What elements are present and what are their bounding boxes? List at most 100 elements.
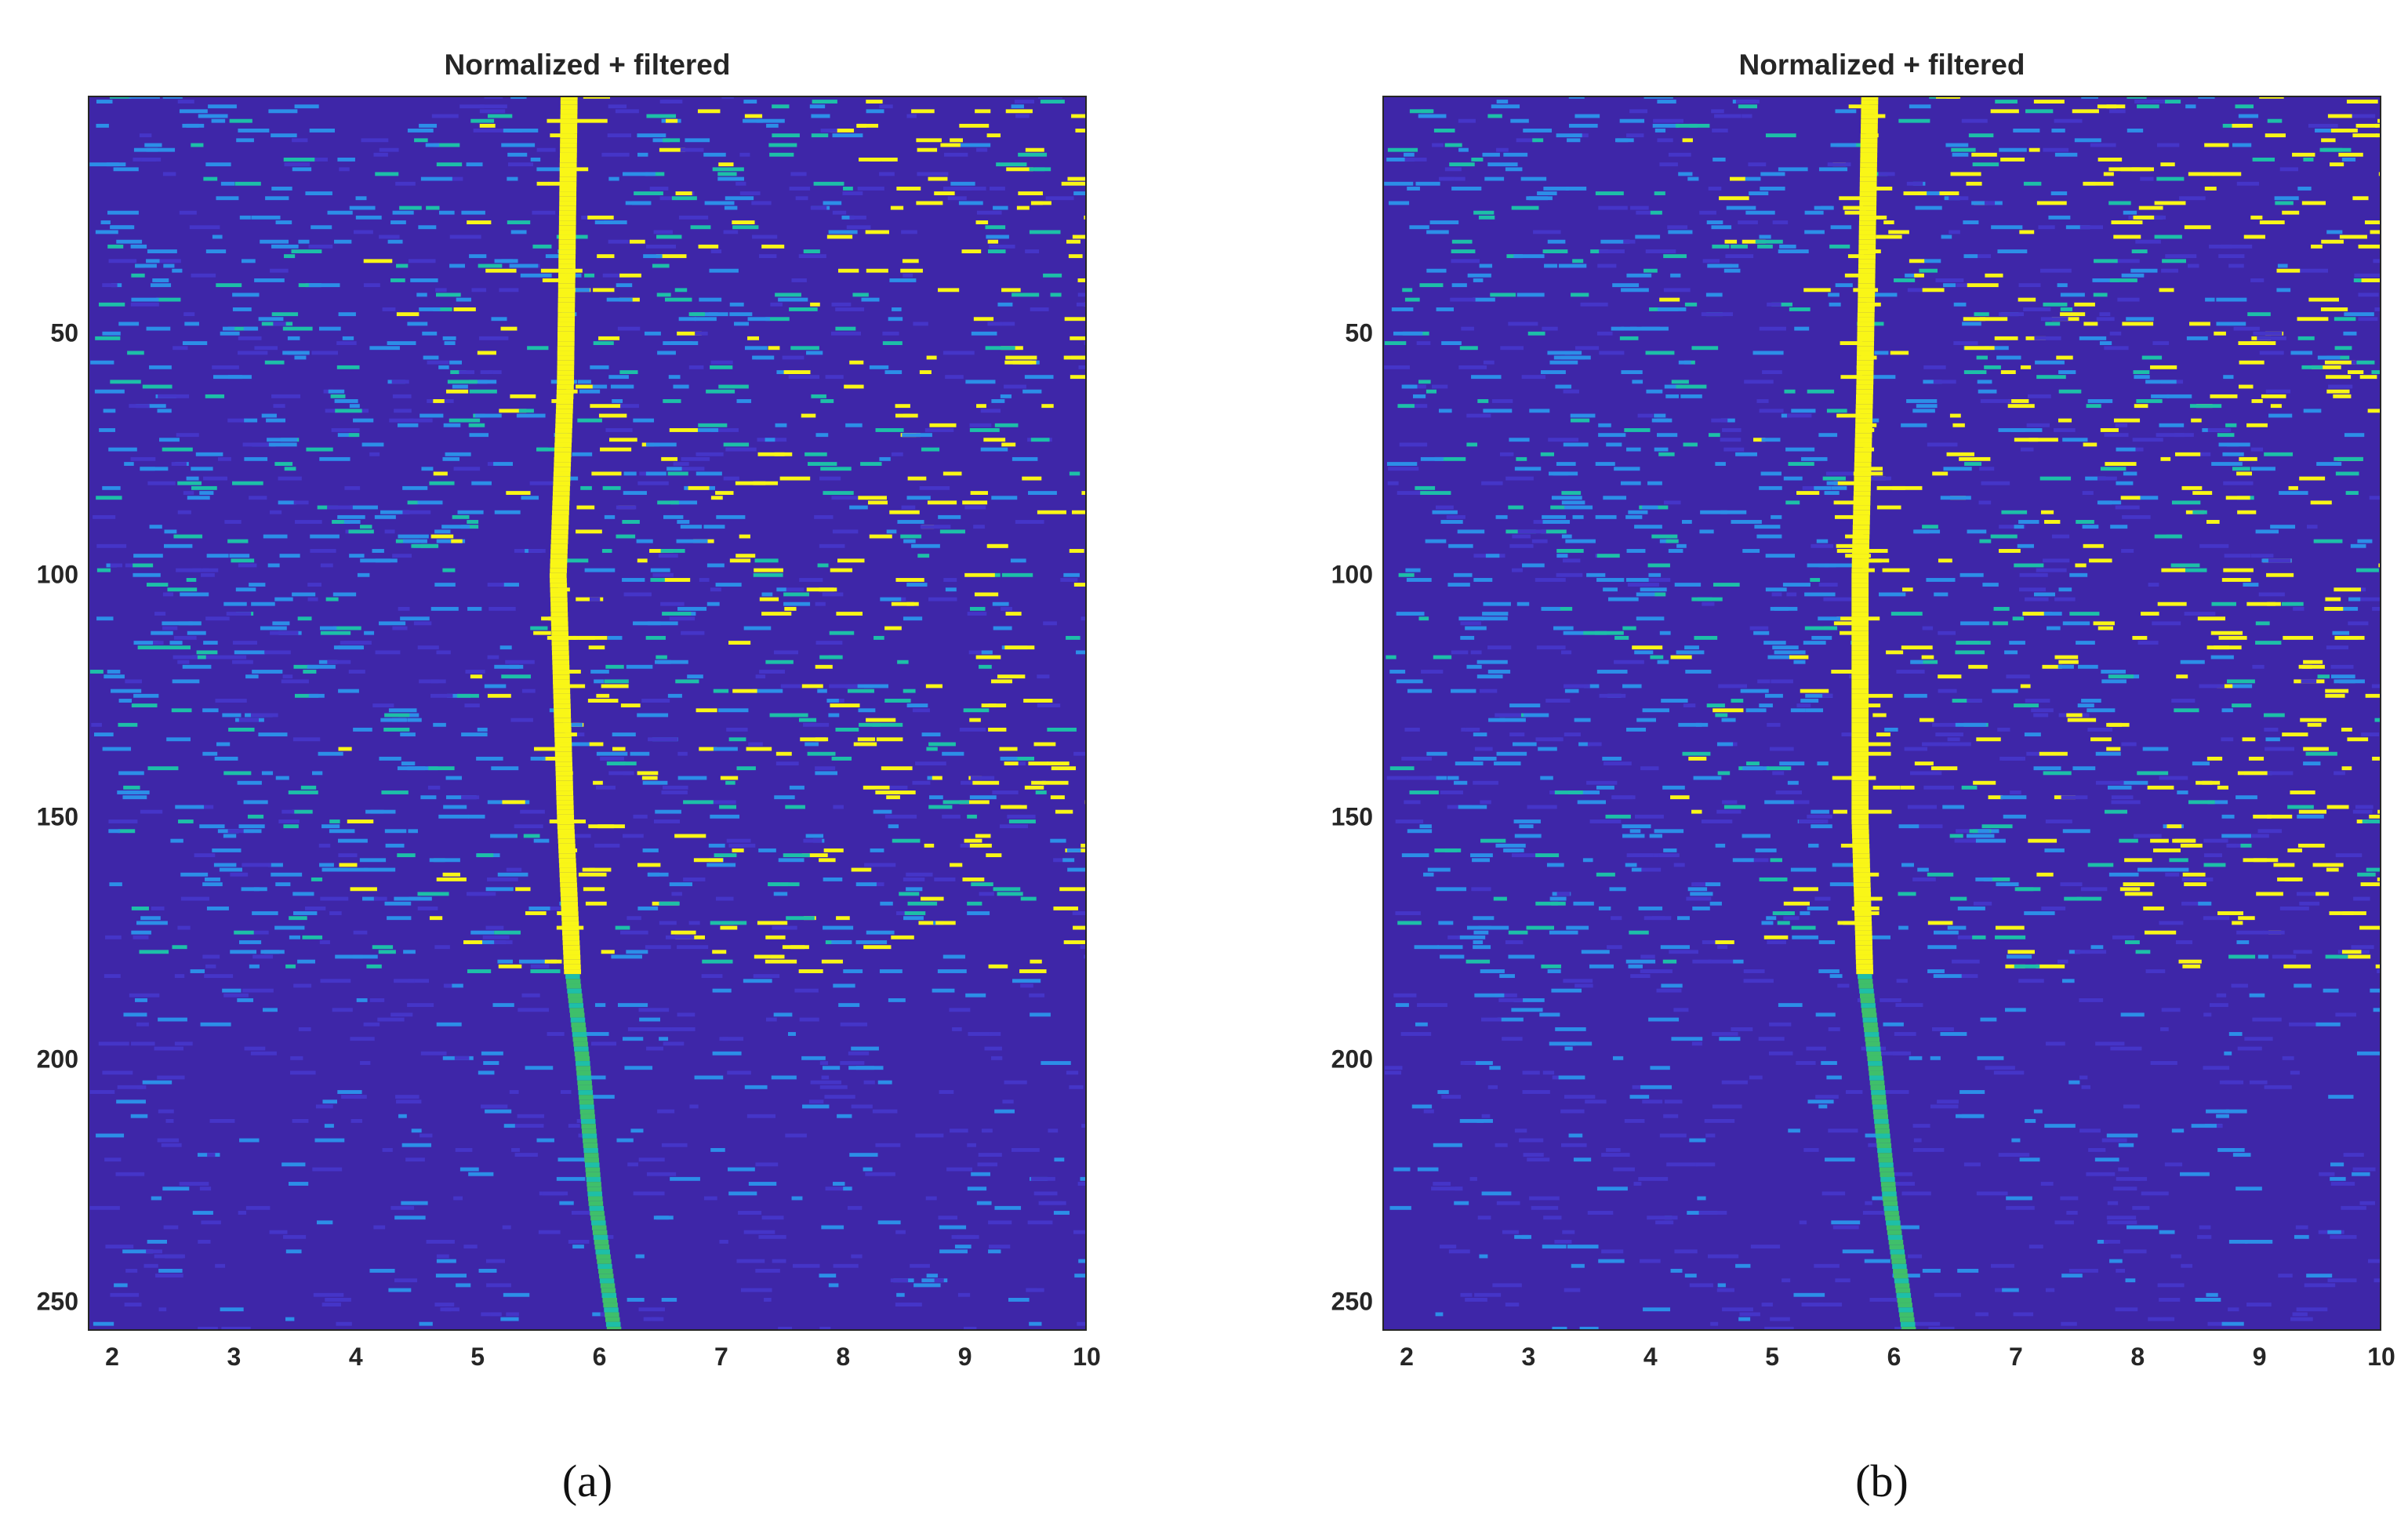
heatmap-cell: [1070, 355, 1085, 360]
heatmap-cell: [252, 930, 269, 935]
heatmap-cell: [2296, 1307, 2328, 1312]
heatmap-cell: [775, 293, 801, 297]
heatmap-cell: [2277, 263, 2288, 268]
heatmap-cell: [1759, 326, 1786, 331]
trace-cell: [1851, 751, 1869, 757]
heatmap-cell: [1495, 514, 1508, 519]
heatmap-cell: [637, 133, 666, 138]
heatmap-cell: [403, 539, 427, 543]
heatmap-cell: [1659, 1133, 1687, 1138]
heatmap-cell: [976, 1201, 992, 1205]
heatmap-cell: [1985, 1066, 2015, 1070]
heatmap-cell: [1556, 549, 1584, 553]
heatmap-cell: [2114, 259, 2140, 263]
trace-cell: [558, 858, 576, 863]
heatmap-cell: [876, 737, 903, 742]
heatmap-cell: [1937, 1099, 1959, 1104]
heatmap-cell: [1771, 302, 1792, 307]
heatmap-cell: [1437, 1090, 1449, 1094]
heatmap-cell: [1460, 1292, 1473, 1297]
heatmap-cell: [961, 249, 982, 253]
heatmap-cell: [886, 529, 897, 534]
heatmap-cell: [1640, 954, 1655, 959]
heatmap-cell: [907, 901, 938, 906]
heatmap-cell: [1827, 162, 1851, 167]
heatmap-cell: [2062, 829, 2090, 834]
trace-cell: [1854, 916, 1872, 921]
heatmap-cell: [130, 1114, 148, 1118]
trace-cell: [1878, 1157, 1894, 1163]
heatmap-cell: [2358, 317, 2378, 322]
heatmap-cell: [729, 312, 753, 317]
heatmap-cell: [2151, 394, 2170, 398]
heatmap-cell: [2147, 785, 2174, 790]
heatmap-cell: [1772, 220, 1789, 224]
heatmap-cell: [713, 689, 729, 693]
heatmap-cell: [1779, 761, 1805, 766]
heatmap-cell: [270, 630, 299, 635]
heatmap-cell: [2341, 1205, 2366, 1210]
heatmap-cell: [356, 998, 368, 1002]
heatmap-cell: [1990, 109, 2019, 114]
heatmap-cell: [1964, 462, 1981, 467]
heatmap-cell: [1533, 230, 1561, 234]
heatmap-cell: [254, 346, 278, 351]
heatmap-cell: [987, 249, 1006, 253]
heatmap-cell: [2170, 1254, 2181, 1259]
heatmap-cell: [486, 1283, 511, 1288]
heatmap-cell: [721, 97, 734, 99]
heatmap-cell: [857, 187, 884, 191]
heatmap-cell: [1818, 940, 1836, 944]
heatmap-cell: [1872, 785, 1901, 790]
heatmap-cell: [96, 543, 127, 548]
heatmap-cell: [2115, 505, 2140, 510]
heatmap-cell: [91, 722, 102, 727]
heatmap-cell: [703, 1196, 717, 1201]
heatmap-cell: [311, 225, 332, 230]
heatmap-cell: [2189, 322, 2210, 326]
plot-title: Normalized + filtered: [444, 49, 731, 81]
heatmap-cell: [1023, 699, 1053, 703]
heatmap-cell: [1690, 892, 1713, 896]
heatmap-cell: [823, 491, 854, 496]
heatmap-cell: [484, 684, 507, 689]
heatmap-cell: [1927, 945, 1957, 950]
heatmap-cell: [1956, 641, 1980, 645]
heatmap-cell: [592, 1312, 607, 1317]
heatmap-cell: [308, 244, 333, 249]
trace-cell: [1858, 225, 1876, 231]
heatmap-cell: [1553, 626, 1574, 630]
trace-cell: [560, 133, 578, 139]
trace-cell: [572, 1037, 588, 1042]
trace-cell: [552, 655, 569, 660]
heatmap-cell: [435, 288, 447, 293]
heatmap-cell: [1469, 1176, 1477, 1181]
heatmap-cell: [2227, 679, 2255, 684]
trace-cell: [1851, 674, 1869, 680]
heatmap-cell: [2132, 635, 2148, 640]
heatmap-cell: [1400, 1032, 1432, 1036]
heatmap-cell: [1535, 901, 1558, 906]
trace-cell: [552, 670, 570, 675]
heatmap-cell: [612, 747, 626, 751]
heatmap-cell: [735, 554, 756, 558]
heatmap-cell: [2232, 921, 2243, 925]
heatmap-cell: [1901, 423, 1927, 427]
heatmap-cell: [118, 771, 144, 776]
heatmap-cell: [978, 1153, 1002, 1157]
heatmap-cell: [1707, 1254, 1739, 1259]
heatmap-cell: [1561, 534, 1572, 539]
heatmap-cell: [863, 945, 892, 950]
heatmap-cell: [184, 322, 199, 326]
heatmap-cell: [407, 718, 422, 722]
heatmap-cell: [174, 1041, 193, 1046]
heatmap-cell: [866, 100, 883, 104]
trace-cell: [1857, 974, 1872, 979]
heatmap-cell: [627, 1027, 659, 1031]
heatmap-cell: [1959, 572, 1984, 577]
heatmap-cell: [765, 1017, 777, 1022]
heatmap-cell: [1807, 1099, 1834, 1104]
heatmap-cell: [394, 979, 415, 983]
heatmap-cell: [2189, 404, 2222, 409]
heatmap-cell: [2182, 872, 2206, 877]
